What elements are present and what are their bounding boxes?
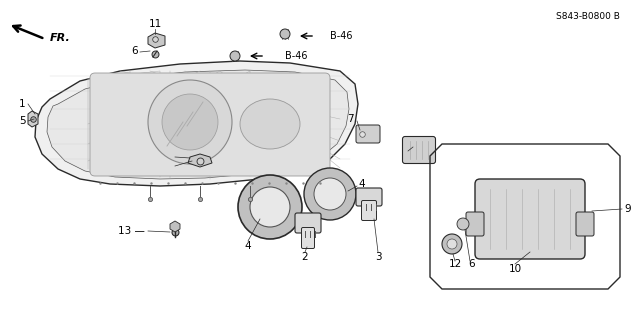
Text: B-46: B-46 bbox=[330, 31, 353, 41]
FancyBboxPatch shape bbox=[301, 227, 314, 249]
Ellipse shape bbox=[240, 99, 300, 149]
Text: 7: 7 bbox=[347, 114, 353, 124]
Text: 10: 10 bbox=[508, 264, 522, 274]
Text: 3: 3 bbox=[374, 252, 381, 262]
Text: 8: 8 bbox=[403, 139, 410, 149]
Circle shape bbox=[250, 187, 290, 227]
Text: 14: 14 bbox=[156, 162, 168, 172]
Polygon shape bbox=[28, 111, 38, 127]
FancyBboxPatch shape bbox=[356, 188, 382, 206]
Circle shape bbox=[148, 80, 232, 164]
Circle shape bbox=[447, 239, 457, 249]
FancyBboxPatch shape bbox=[576, 212, 594, 236]
Text: S843-B0800 B: S843-B0800 B bbox=[556, 12, 620, 21]
Polygon shape bbox=[188, 154, 212, 167]
Text: 13 —: 13 — bbox=[118, 226, 145, 236]
Circle shape bbox=[314, 178, 346, 210]
Circle shape bbox=[442, 234, 462, 254]
Text: 1: 1 bbox=[19, 99, 26, 109]
Circle shape bbox=[304, 168, 356, 220]
FancyBboxPatch shape bbox=[475, 179, 585, 259]
Text: 6: 6 bbox=[132, 46, 138, 56]
Text: 15: 15 bbox=[156, 152, 168, 162]
FancyBboxPatch shape bbox=[403, 137, 435, 164]
Circle shape bbox=[238, 175, 302, 239]
Text: 9: 9 bbox=[625, 204, 631, 214]
Circle shape bbox=[457, 218, 469, 230]
FancyBboxPatch shape bbox=[295, 213, 321, 233]
Circle shape bbox=[230, 51, 240, 61]
FancyBboxPatch shape bbox=[362, 201, 376, 220]
Circle shape bbox=[162, 94, 218, 150]
Text: 5: 5 bbox=[19, 116, 26, 126]
Polygon shape bbox=[35, 61, 358, 186]
FancyBboxPatch shape bbox=[356, 125, 380, 143]
FancyBboxPatch shape bbox=[466, 212, 484, 236]
FancyBboxPatch shape bbox=[90, 73, 330, 176]
Polygon shape bbox=[170, 221, 180, 232]
Circle shape bbox=[280, 29, 290, 39]
Text: 12: 12 bbox=[449, 259, 461, 269]
Text: FR.: FR. bbox=[50, 33, 71, 43]
Text: 6: 6 bbox=[468, 259, 476, 269]
Text: B-46: B-46 bbox=[285, 51, 307, 61]
Text: 11: 11 bbox=[148, 19, 162, 29]
Text: 4: 4 bbox=[244, 241, 252, 251]
Text: 2: 2 bbox=[301, 252, 308, 262]
Polygon shape bbox=[148, 33, 165, 48]
Polygon shape bbox=[47, 70, 349, 179]
Text: 4: 4 bbox=[358, 179, 365, 189]
